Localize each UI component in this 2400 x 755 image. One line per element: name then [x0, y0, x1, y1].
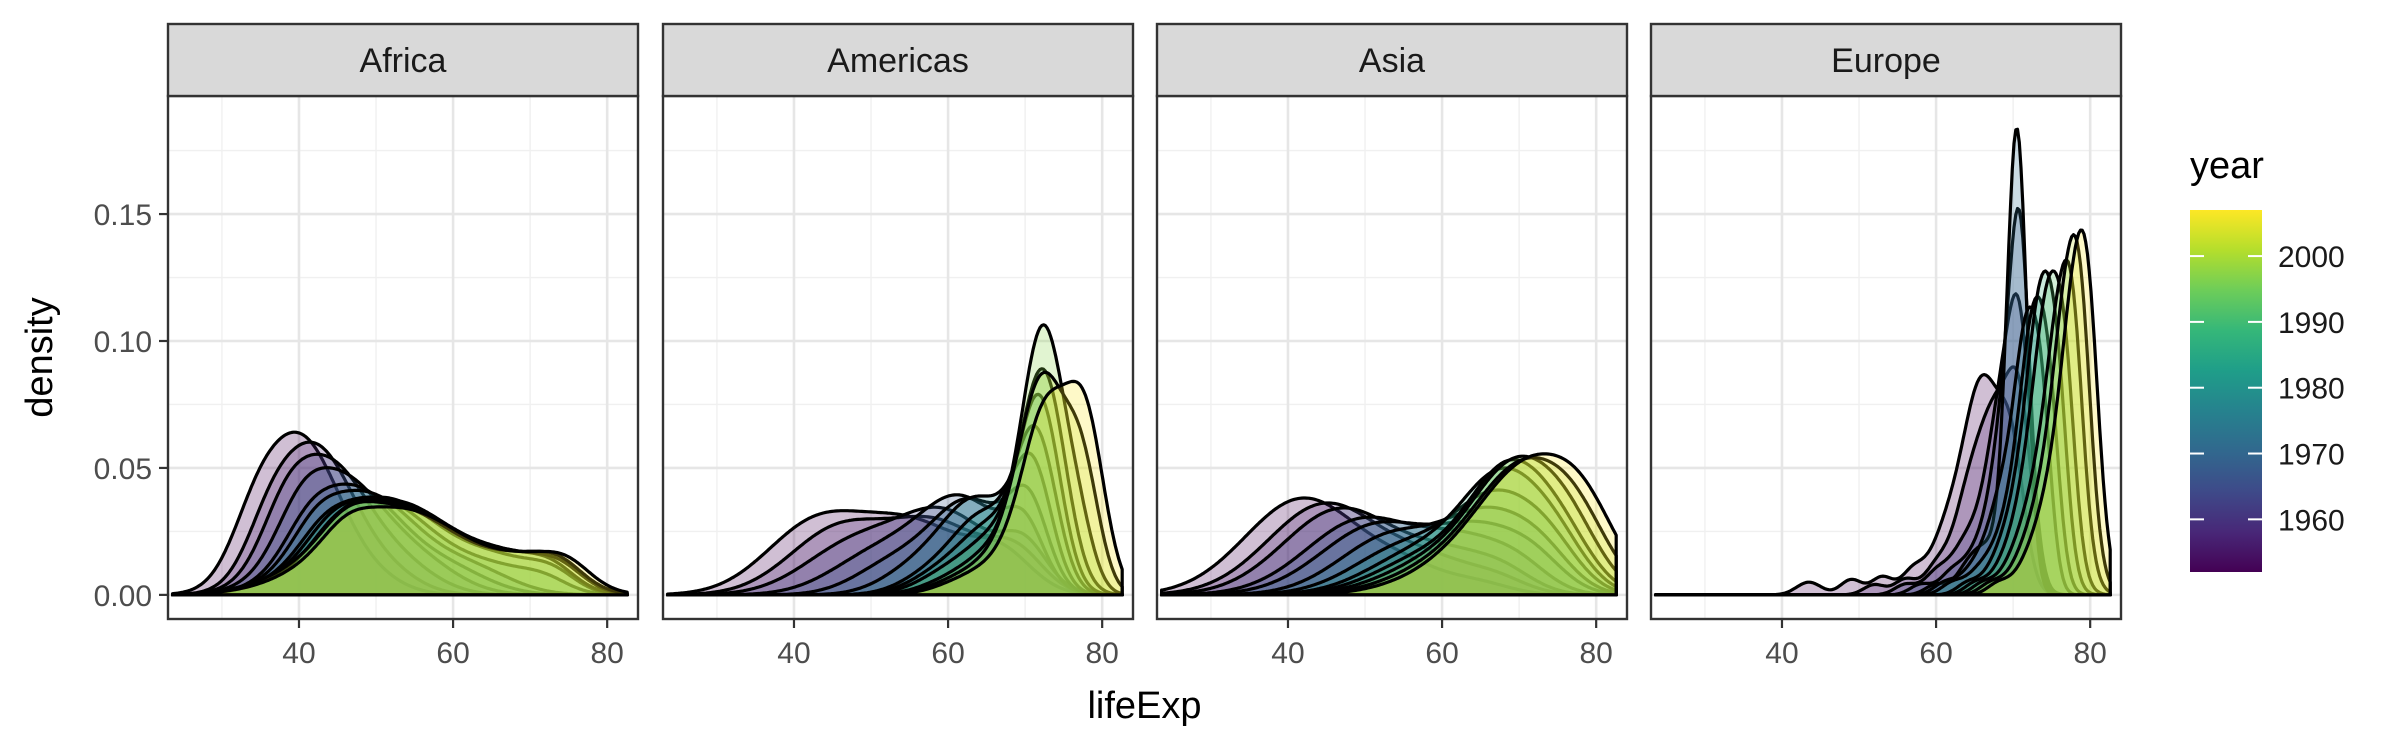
x-tick-label: 60 [436, 637, 469, 670]
panel-africa: Africa 40 60 80 0.00 0.05 0.10 0.15 [94, 22, 640, 670]
density-line-2007 [666, 379, 1124, 597]
strip-background [1155, 22, 1629, 98]
density-area-1997 [1161, 456, 1617, 595]
x-tick-label: 60 [1919, 637, 1952, 670]
density-curves [171, 430, 629, 597]
strip-label: Asia [1359, 42, 1425, 80]
legend-title: year [2190, 145, 2264, 187]
strip-background [166, 22, 640, 98]
y-axis-title: density [19, 297, 61, 417]
density-area-1987 [1161, 468, 1617, 595]
density-area-1982 [1161, 490, 1617, 595]
x-tick-label: 60 [931, 637, 964, 670]
density-area-1982 [667, 425, 1123, 595]
x-tick-label: 40 [1765, 637, 1798, 670]
y-tick-label: 0.15 [94, 199, 152, 232]
density-area-1992 [1655, 271, 2111, 595]
x-tick-label: 80 [2073, 637, 2106, 670]
panel-asia: Asia 40 60 80 [1155, 22, 1629, 670]
density-line-2007 [1160, 452, 1618, 597]
x-tick-label: 40 [777, 637, 810, 670]
density-curves [666, 323, 1124, 597]
strip-label: Americas [827, 42, 969, 80]
legend-tick-label: 1970 [2278, 439, 2345, 472]
legend: year 1960 1970 1980 1990 2000 [2190, 145, 2345, 572]
density-line-1972 [1160, 519, 1618, 597]
density-area-2002 [1161, 457, 1617, 595]
strip-background [661, 22, 1135, 98]
x-tick-label: 40 [282, 637, 315, 670]
density-line-1952 [666, 509, 1124, 597]
density-area-1977 [1655, 307, 2111, 595]
density-area-1992 [1161, 459, 1617, 595]
density-area-1957 [667, 516, 1123, 595]
density-area-1952 [172, 432, 628, 595]
strip-background [1649, 22, 2123, 98]
density-area-2002 [667, 372, 1123, 595]
x-tick-label: 60 [1425, 637, 1458, 670]
density-area-1977 [1161, 507, 1617, 595]
y-tick-label: 0.00 [94, 580, 152, 613]
density-area-1997 [1655, 259, 2111, 595]
density-line-2007 [1654, 228, 2112, 597]
density-area-1997 [667, 324, 1123, 595]
x-axis-title: lifeExp [1087, 685, 1201, 727]
density-area-2007 [1161, 453, 1617, 595]
density-line-2007 [171, 505, 629, 597]
legend-tick-label: 1960 [2278, 504, 2345, 537]
density-curves [1654, 127, 2112, 597]
density-area-1987 [667, 394, 1123, 595]
density-line-1962 [666, 505, 1124, 597]
y-tick-label: 0.10 [94, 326, 152, 359]
x-tick-label: 40 [1271, 637, 1304, 670]
density-area-1987 [1655, 271, 2111, 595]
x-tick-label: 80 [590, 637, 623, 670]
panel-europe: Europe 40 60 80 [1649, 22, 2123, 670]
strip-label: Europe [1831, 42, 1941, 80]
x-tick-label: 80 [1085, 637, 1118, 670]
legend-colorbar [2190, 210, 2262, 572]
legend-tick-label: 1980 [2278, 373, 2345, 406]
density-curves [1160, 452, 1618, 597]
y-tick-label: 0.05 [94, 453, 152, 486]
density-area-1962 [1655, 293, 2111, 595]
x-tick-label: 80 [1579, 637, 1612, 670]
density-line-1962 [1160, 506, 1618, 597]
density-area-2007 [667, 381, 1123, 595]
panel-americas: Americas 40 60 80 [661, 22, 1135, 670]
density-area-2002 [1655, 234, 2111, 595]
density-area-2007 [1655, 230, 2111, 595]
density-area-1967 [1161, 517, 1617, 595]
legend-tick-label: 1990 [2278, 307, 2345, 340]
density-area-1992 [667, 368, 1123, 595]
legend-tick-label: 2000 [2278, 241, 2345, 274]
density-line-1967 [1160, 515, 1618, 597]
strip-label: Africa [360, 42, 447, 80]
